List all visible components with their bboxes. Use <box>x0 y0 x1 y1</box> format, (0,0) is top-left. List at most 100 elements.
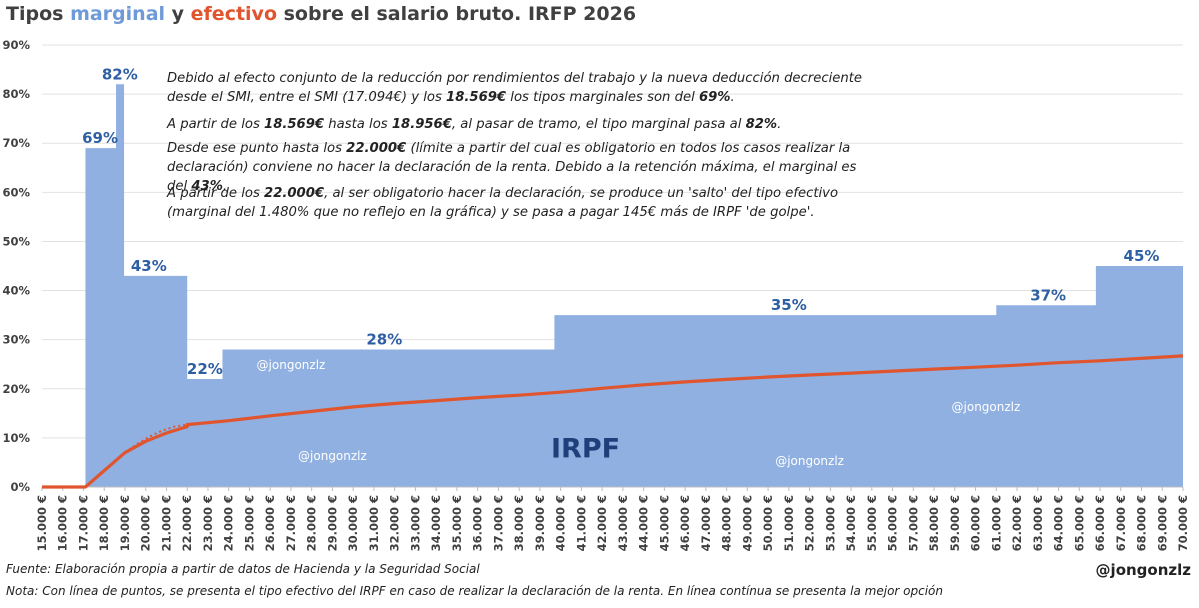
x-tick-label: 29.000 € <box>325 495 339 551</box>
x-tick-label: 65.000 € <box>1072 495 1086 551</box>
note-segment: 17.094€ <box>347 90 402 105</box>
marginal-rate-label: 69% <box>82 129 118 147</box>
x-tick-label: 42.000 € <box>595 495 609 551</box>
x-tick-label: 27.000 € <box>284 495 298 551</box>
x-tick-label: 59.000 € <box>948 495 962 551</box>
x-tick-label: 16.000 € <box>56 495 70 551</box>
note-segment: 18.569€ <box>446 90 506 105</box>
x-tick-label: 51.000 € <box>782 495 796 551</box>
note-segment: A partir de los <box>167 117 264 132</box>
x-tick-label: 30.000 € <box>346 495 360 551</box>
x-tick-label: 32.000 € <box>388 495 402 551</box>
source-text: Fuente: Elaboración propia a partir de d… <box>6 562 480 576</box>
note-segment: 18.956€ <box>392 117 452 132</box>
x-tick-label: 38.000 € <box>512 495 526 551</box>
watermark: @jongonzlz <box>952 400 1021 414</box>
note-segment: . <box>731 90 735 105</box>
y-tick-label: 0% <box>10 480 30 494</box>
note-segment: 69% <box>699 90 731 105</box>
marginal-step <box>1096 266 1183 487</box>
x-tick-label: 37.000 € <box>491 495 505 551</box>
irpf-label: IRPF <box>551 434 620 465</box>
marginal-step <box>85 148 116 487</box>
x-tick-label: 19.000 € <box>118 495 132 551</box>
x-tick-label: 68.000 € <box>1135 495 1149 551</box>
x-tick-label: 15.000 € <box>35 495 49 551</box>
author-handle: @jongonzlz <box>1096 561 1191 579</box>
x-tick-label: 69.000 € <box>1155 495 1169 551</box>
marginal-step <box>996 305 1096 487</box>
marginal-rate-label: 82% <box>102 65 138 83</box>
marginal-rate-label: 37% <box>1030 286 1066 304</box>
marginal-rate-label: 22% <box>187 360 223 378</box>
x-tick-label: 36.000 € <box>471 495 485 551</box>
y-tick-label: 90% <box>2 38 30 52</box>
x-tick-label: 58.000 € <box>927 495 941 551</box>
y-tick-label: 80% <box>2 87 30 101</box>
x-tick-label: 66.000 € <box>1093 495 1107 551</box>
note-segment: los tipos marginales son del <box>506 90 699 105</box>
x-tick-label: 23.000 € <box>201 495 215 551</box>
note-segment: . <box>777 117 781 132</box>
x-tick-label: 46.000 € <box>678 495 692 551</box>
y-tick-label: 70% <box>2 136 30 150</box>
x-tick-label: 56.000 € <box>886 495 900 551</box>
note-segment: A partir de los <box>167 186 264 201</box>
y-tick-label: 30% <box>2 333 30 347</box>
x-tick-label: 40.000 € <box>554 495 568 551</box>
x-tick-label: 24.000 € <box>222 495 236 551</box>
note-segment: ) y los <box>402 90 446 105</box>
note-segment: Desde ese punto hasta los <box>167 141 346 156</box>
x-tick-label: 45.000 € <box>657 495 671 551</box>
x-tick-label: 64.000 € <box>1052 495 1066 551</box>
x-tick-label: 47.000 € <box>699 495 713 551</box>
note-segment: hasta los <box>324 117 392 132</box>
annotation-note: A partir de los 22.000€, al ser obligato… <box>167 184 867 222</box>
marginal-rate-label: 45% <box>1124 247 1160 265</box>
x-tick-label: 25.000 € <box>242 495 256 551</box>
annotation-note: Debido al efecto conjunto de la reducció… <box>167 69 867 107</box>
y-tick-label: 40% <box>2 284 30 298</box>
x-tick-label: 52.000 € <box>803 495 817 551</box>
note-segment: 18.569€ <box>264 117 324 132</box>
note-text: Nota: Con línea de puntos, se presenta e… <box>6 584 943 598</box>
marginal-rate-label: 35% <box>771 296 807 314</box>
x-tick-label: 43.000 € <box>616 495 630 551</box>
x-tick-label: 39.000 € <box>533 495 547 551</box>
marginal-step <box>124 276 187 487</box>
x-tick-label: 57.000 € <box>906 495 920 551</box>
note-segment: 82% <box>746 117 778 132</box>
x-tick-label: 22.000 € <box>180 495 194 551</box>
x-tick-label: 70.000 € <box>1176 495 1190 551</box>
annotation-note: A partir de los 18.569€ hasta los 18.956… <box>167 115 867 134</box>
x-tick-label: 54.000 € <box>844 495 858 551</box>
x-tick-label: 28.000 € <box>305 495 319 551</box>
note-segment: 22.000€ <box>264 186 324 201</box>
x-tick-label: 55.000 € <box>865 495 879 551</box>
x-tick-label: 62.000 € <box>1010 495 1024 551</box>
x-tick-label: 31.000 € <box>367 495 381 551</box>
x-tick-label: 20.000 € <box>139 495 153 551</box>
x-tick-label: 34.000 € <box>429 495 443 551</box>
x-tick-label: 49.000 € <box>740 495 754 551</box>
x-tick-label: 61.000 € <box>989 495 1003 551</box>
y-tick-label: 10% <box>2 431 30 445</box>
note-segment: , al pasar de tramo, el tipo marginal pa… <box>452 117 746 132</box>
watermark: @jongonzlz <box>298 449 367 463</box>
x-tick-label: 17.000 € <box>76 495 90 551</box>
watermark: @jongonzlz <box>257 358 326 372</box>
x-tick-label: 41.000 € <box>574 495 588 551</box>
x-tick-label: 67.000 € <box>1114 495 1128 551</box>
marginal-step <box>187 379 222 487</box>
x-tick-label: 60.000 € <box>969 495 983 551</box>
x-tick-label: 26.000 € <box>263 495 277 551</box>
y-tick-label: 60% <box>2 185 30 199</box>
marginal-rate-label: 28% <box>366 330 402 348</box>
x-tick-label: 35.000 € <box>450 495 464 551</box>
x-tick-label: 63.000 € <box>1031 495 1045 551</box>
x-tick-label: 48.000 € <box>720 495 734 551</box>
y-tick-label: 50% <box>2 234 30 248</box>
note-segment: 22.000€ <box>346 141 406 156</box>
x-tick-label: 44.000 € <box>637 495 651 551</box>
x-tick-label: 53.000 € <box>823 495 837 551</box>
